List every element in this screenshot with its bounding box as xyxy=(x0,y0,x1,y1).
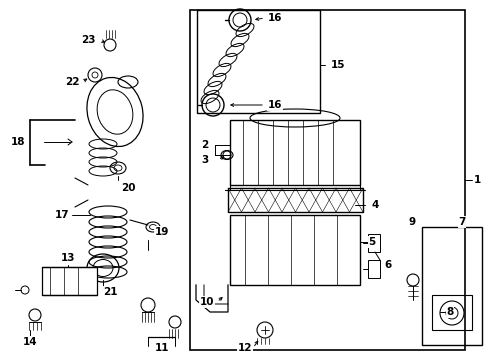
Text: 13: 13 xyxy=(61,253,75,263)
Bar xyxy=(368,260,380,278)
Text: 20: 20 xyxy=(121,183,135,193)
Text: 19: 19 xyxy=(155,227,169,237)
Text: 16: 16 xyxy=(268,100,282,110)
Text: 23: 23 xyxy=(81,35,95,45)
Text: 11: 11 xyxy=(155,343,169,353)
Text: 14: 14 xyxy=(23,337,37,347)
Text: 3: 3 xyxy=(201,155,209,165)
Text: 21: 21 xyxy=(103,287,117,297)
Text: 22: 22 xyxy=(65,77,79,87)
Text: 17: 17 xyxy=(55,210,69,220)
Bar xyxy=(422,227,482,345)
Bar xyxy=(228,188,363,212)
Bar xyxy=(230,215,360,285)
Text: 6: 6 xyxy=(384,260,392,270)
Text: 18: 18 xyxy=(11,137,25,147)
Text: 5: 5 xyxy=(368,237,376,247)
Text: 4: 4 xyxy=(371,200,379,210)
Text: 1: 1 xyxy=(473,175,481,185)
Text: 12: 12 xyxy=(238,343,252,353)
Text: 2: 2 xyxy=(201,140,209,150)
Text: 10: 10 xyxy=(200,297,214,307)
Bar xyxy=(432,295,472,330)
Text: 9: 9 xyxy=(409,217,416,227)
Text: 7: 7 xyxy=(458,217,466,227)
Bar xyxy=(190,10,465,350)
Bar xyxy=(368,234,380,252)
Text: 16: 16 xyxy=(268,13,282,23)
Bar xyxy=(197,10,320,113)
Bar xyxy=(42,267,97,295)
Text: 15: 15 xyxy=(331,60,345,70)
Bar xyxy=(230,120,360,185)
Text: 8: 8 xyxy=(446,307,454,317)
